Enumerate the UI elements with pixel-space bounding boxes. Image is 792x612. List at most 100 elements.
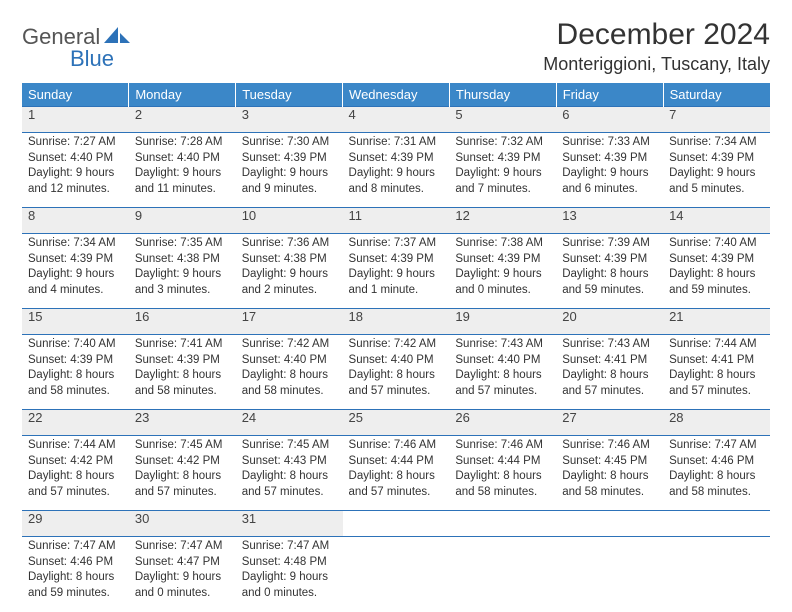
day-info: Sunrise: 7:46 AMSunset: 4:44 PMDaylight:…: [349, 436, 444, 500]
daylight-line1: Daylight: 8 hours: [28, 470, 114, 482]
sunset: Sunset: 4:46 PM: [28, 556, 113, 568]
sunrise: Sunrise: 7:44 AM: [28, 439, 116, 451]
daylight-line2: and 6 minutes.: [562, 183, 637, 195]
day-info: Sunrise: 7:46 AMSunset: 4:45 PMDaylight:…: [562, 436, 657, 500]
day-number: 14: [663, 208, 770, 234]
location: Monteriggioni, Tuscany, Italy: [543, 54, 770, 75]
daylight-line1: Daylight: 8 hours: [562, 369, 648, 381]
daylight-line2: and 58 minutes.: [242, 385, 324, 397]
daylight-line1: Daylight: 8 hours: [562, 268, 648, 280]
day-cell: Sunrise: 7:34 AMSunset: 4:39 PMDaylight:…: [22, 234, 129, 309]
day-cell: Sunrise: 7:47 AMSunset: 4:47 PMDaylight:…: [129, 537, 236, 612]
daylight-line2: and 12 minutes.: [28, 183, 110, 195]
daylight-line2: and 11 minutes.: [135, 183, 216, 195]
day-info: Sunrise: 7:33 AM Sunset: 4:39 PM Daylight:…: [562, 133, 657, 197]
sunset: Sunset: 4:38 PM: [242, 253, 327, 265]
month-title: December 2024: [543, 18, 770, 52]
daylight-line2: and 7 minutes.: [455, 183, 530, 195]
daylight-line1: Daylight: 9 hours: [562, 167, 648, 179]
daylight-line1: Daylight: 8 hours: [455, 369, 541, 381]
daylight-line1: Daylight: 9 hours: [455, 167, 541, 179]
daylight-line1: Daylight: 9 hours: [28, 167, 114, 179]
sunrise: Sunrise: 7:41 AM: [135, 338, 223, 350]
daylight-line1: Daylight: 9 hours: [135, 268, 221, 280]
sunrise: Sunrise: 7:34 AM: [28, 237, 116, 249]
day-info: Sunrise: 7:35 AMSunset: 4:38 PMDaylight:…: [135, 234, 230, 298]
sunset: Sunset: 4:38 PM: [135, 253, 220, 265]
day-number: 20: [556, 309, 663, 335]
dow-saturday: Saturday: [663, 83, 770, 107]
day-info: Sunrise: 7:30 AMSunset: 4:39 PMDaylight:…: [242, 133, 337, 197]
daylight-line2: and 9 minutes.: [242, 183, 317, 195]
day-number: 17: [236, 309, 343, 335]
day-number: 18: [343, 309, 450, 335]
daylight-line2: and 0 minutes.: [455, 284, 530, 296]
info-row: Sunrise: 7:40 AM Sunset: 4:39 PM Daylight:…: [22, 335, 770, 410]
day-info: Sunrise: 7:38 AMSunset: 4:39 PMDaylight:…: [455, 234, 550, 298]
day-info: Sunrise: 7:45 AMSunset: 4:43 PMDaylight:…: [242, 436, 337, 500]
sunset: Sunset: 4:39 PM: [28, 354, 113, 366]
day-info: Sunrise: 7:32 AMSunset: 4:39 PMDaylight:…: [455, 133, 550, 197]
sunset: Sunset: 4:39 PM: [455, 152, 540, 164]
day-cell: Sunrise: 7:44 AMSunset: 4:42 PMDaylight:…: [22, 436, 129, 511]
sunrise: Sunrise: 7:34 AM: [669, 136, 757, 148]
sunrise: Sunrise: 7:37 AM: [349, 237, 437, 249]
day-info: Sunrise: 7:47 AMSunset: 4:48 PMDaylight:…: [242, 537, 337, 601]
day-cell: Sunrise: 7:35 AMSunset: 4:38 PMDaylight:…: [129, 234, 236, 309]
daylight-line2: and 57 minutes.: [242, 486, 324, 498]
day-number: 19: [449, 309, 556, 335]
day-number: 11: [343, 208, 450, 234]
day-info: Sunrise: 7:45 AMSunset: 4:42 PMDaylight:…: [135, 436, 230, 500]
sunrise: Sunrise: 7:38 AM: [455, 237, 543, 249]
daylight-line2: and 2 minutes.: [242, 284, 317, 296]
sunset: Sunset: 4:44 PM: [349, 455, 434, 467]
day-cell: Sunrise: 7:46 AMSunset: 4:44 PMDaylight:…: [449, 436, 556, 511]
day-cell: Sunrise: 7:42 AMSunset: 4:40 PMDaylight:…: [343, 335, 450, 410]
daylight-line2: and 0 minutes.: [242, 587, 317, 599]
sunrise: Sunrise: 7:47 AM: [28, 540, 116, 552]
day-number: 5: [449, 107, 556, 133]
day-number: [449, 511, 556, 537]
daylight-line1: Daylight: 8 hours: [669, 268, 755, 280]
day-cell: [556, 537, 663, 612]
day-cell: Sunrise: 7:43 AMSunset: 4:41 PMDaylight:…: [556, 335, 663, 410]
day-info: Sunrise: 7:44 AMSunset: 4:41 PMDaylight:…: [669, 335, 764, 399]
daynum-row: 15161718192021: [22, 309, 770, 335]
sunset: Sunset: 4:39 PM: [562, 152, 647, 164]
daylight-line1: Daylight: 8 hours: [349, 369, 435, 381]
daylight-line2: and 59 minutes.: [28, 587, 110, 599]
day-cell: Sunrise: 7:40 AMSunset: 4:39 PMDaylight:…: [22, 335, 129, 410]
day-number: 1: [22, 107, 129, 133]
day-number: [663, 511, 770, 537]
daylight-line2: and 57 minutes.: [669, 385, 751, 397]
daynum-row: 891011121314: [22, 208, 770, 234]
day-cell: Sunrise: 7:28 AMSunset: 4:40 PMDaylight:…: [129, 133, 236, 208]
day-info: Sunrise: 7:47 AMSunset: 4:46 PMDaylight:…: [28, 537, 123, 601]
day-cell: Sunrise: 7:36 AMSunset: 4:38 PMDaylight:…: [236, 234, 343, 309]
day-info: Sunrise: 7:37 AMSunset: 4:39 PMDaylight:…: [349, 234, 444, 298]
sunrise: Sunrise: 7:46 AM: [455, 439, 543, 451]
sunset: Sunset: 4:39 PM: [242, 152, 327, 164]
sunrise: Sunrise: 7:40 AM: [28, 338, 116, 350]
day-info: Sunrise: 7:42 AMSunset: 4:40 PMDaylight:…: [349, 335, 444, 399]
sunrise: Sunrise: 7:33 AM: [562, 136, 650, 148]
sunrise: Sunrise: 7:45 AM: [135, 439, 223, 451]
sunrise: Sunrise: 7:43 AM: [562, 338, 650, 350]
sunset: Sunset: 4:47 PM: [135, 556, 220, 568]
sunrise: Sunrise: 7:27 AM: [28, 136, 116, 148]
day-cell: Sunrise: 7:44 AMSunset: 4:41 PMDaylight:…: [663, 335, 770, 410]
dow-thursday: Thursday: [449, 83, 556, 107]
sunset: Sunset: 4:39 PM: [669, 152, 754, 164]
day-number: 3: [236, 107, 343, 133]
day-cell: Sunrise: 7:45 AMSunset: 4:42 PMDaylight:…: [129, 436, 236, 511]
daylight-line2: and 4 minutes.: [28, 284, 103, 296]
dow-sunday: Sunday: [22, 83, 129, 107]
daylight-line1: Daylight: 9 hours: [242, 571, 328, 583]
sunset: Sunset: 4:44 PM: [455, 455, 540, 467]
day-cell: Sunrise: 7:39 AMSunset: 4:39 PMDaylight:…: [556, 234, 663, 309]
day-number: 9: [129, 208, 236, 234]
sunrise: Sunrise: 7:45 AM: [242, 439, 330, 451]
day-info: Sunrise: 7:47 AMSunset: 4:47 PMDaylight:…: [135, 537, 230, 601]
sunrise: Sunrise: 7:39 AM: [562, 237, 650, 249]
daynum-row: 1234567: [22, 107, 770, 133]
